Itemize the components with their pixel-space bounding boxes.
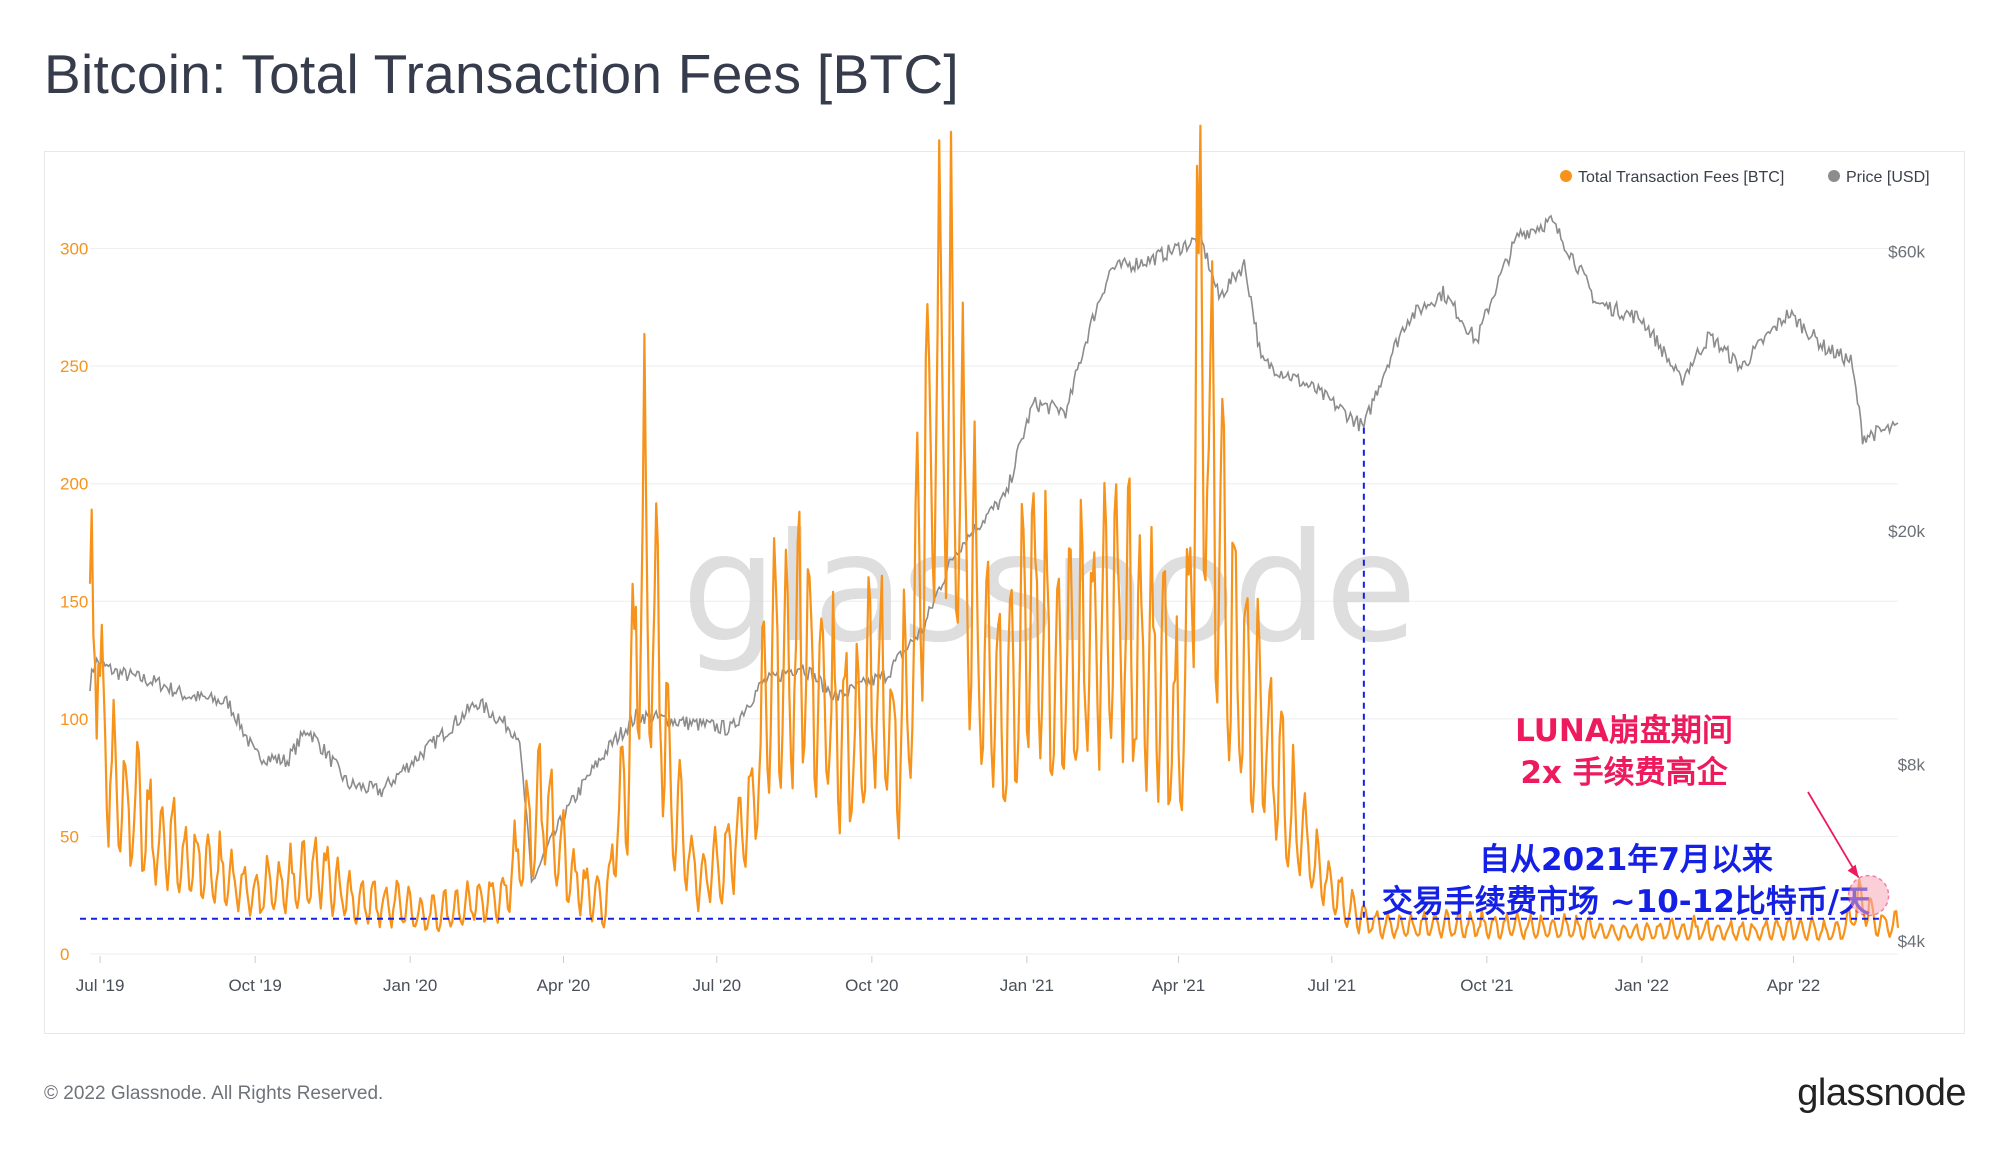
legend-price-marker [1828,170,1840,182]
x-tick-label: Jan '20 [383,976,437,995]
right-tick-label: $60k [1888,242,1925,261]
right-tick-label: $4k [1898,932,1926,951]
x-tick-label: Jul '19 [76,976,125,995]
legend-price-label: Price [USD] [1846,169,1930,186]
glassnode-logo: glassnode [1797,1072,1966,1114]
price-usd-line [89,214,1899,885]
x-tick-label: Apr '22 [1767,976,1820,995]
x-tick-label: Jan '21 [1000,976,1054,995]
right-axis: $4k $8k $20k $60k [1888,242,1925,951]
left-tick-label: 300 [60,240,88,259]
page-title: Bitcoin: Total Transaction Fees [BTC] [44,43,959,105]
left-tick-label: 200 [60,475,88,494]
arrow-head [1847,864,1859,878]
luna-highlight-circle [1847,874,1890,917]
copyright-text: © 2022 Glassnode. All Rights Reserved. [44,1083,384,1104]
chart-frame [44,151,1965,1034]
x-tick-label: Oct '21 [1460,976,1513,995]
right-tick-label: $8k [1898,755,1926,774]
x-axis: Jul '19 Oct '19 Jan '20 Apr '20 Jul '20 Oct '… [76,956,1820,995]
x-tick-label: Apr '20 [537,976,590,995]
annotation-blue-text: 自从2021年7月以来 [1479,842,1773,878]
x-tick-label: Jan '22 [1615,976,1669,995]
annotation-arrow [1807,791,1860,879]
right-tick-label: $20k [1888,522,1925,541]
grid-lines [90,248,1898,955]
left-tick-label: 50 [60,827,79,846]
series-lines [88,124,1900,941]
legend-fees-label: Total Transaction Fees [BTC] [1578,169,1784,186]
legend-fees-marker [1560,170,1572,182]
annotation-red-text: 2x 手续费高企 [1520,755,1728,791]
left-tick-label: 100 [60,710,88,729]
x-tick-label: Apr '21 [1152,976,1205,995]
left-tick-label: 150 [60,592,88,611]
x-tick-label: Jul '20 [693,976,742,995]
total-transaction-fees-line [88,124,1900,941]
x-tick-label: Jul '21 [1308,976,1357,995]
x-tick-label: Oct '20 [845,976,898,995]
legend: Total Transaction Fees [BTC] Price [USD] [1560,169,1930,186]
left-tick-label: 0 [60,945,69,964]
left-tick-label: 250 [60,357,88,376]
annotation-red-text: LUNA崩盘期间 [1515,713,1733,749]
left-axis: 0 50 100 150 200 250 300 [60,240,88,964]
x-tick-label: Oct '19 [228,976,281,995]
annotation-blue-text: 交易手续费市场 ~10-12比特币/天 [1382,884,1870,920]
